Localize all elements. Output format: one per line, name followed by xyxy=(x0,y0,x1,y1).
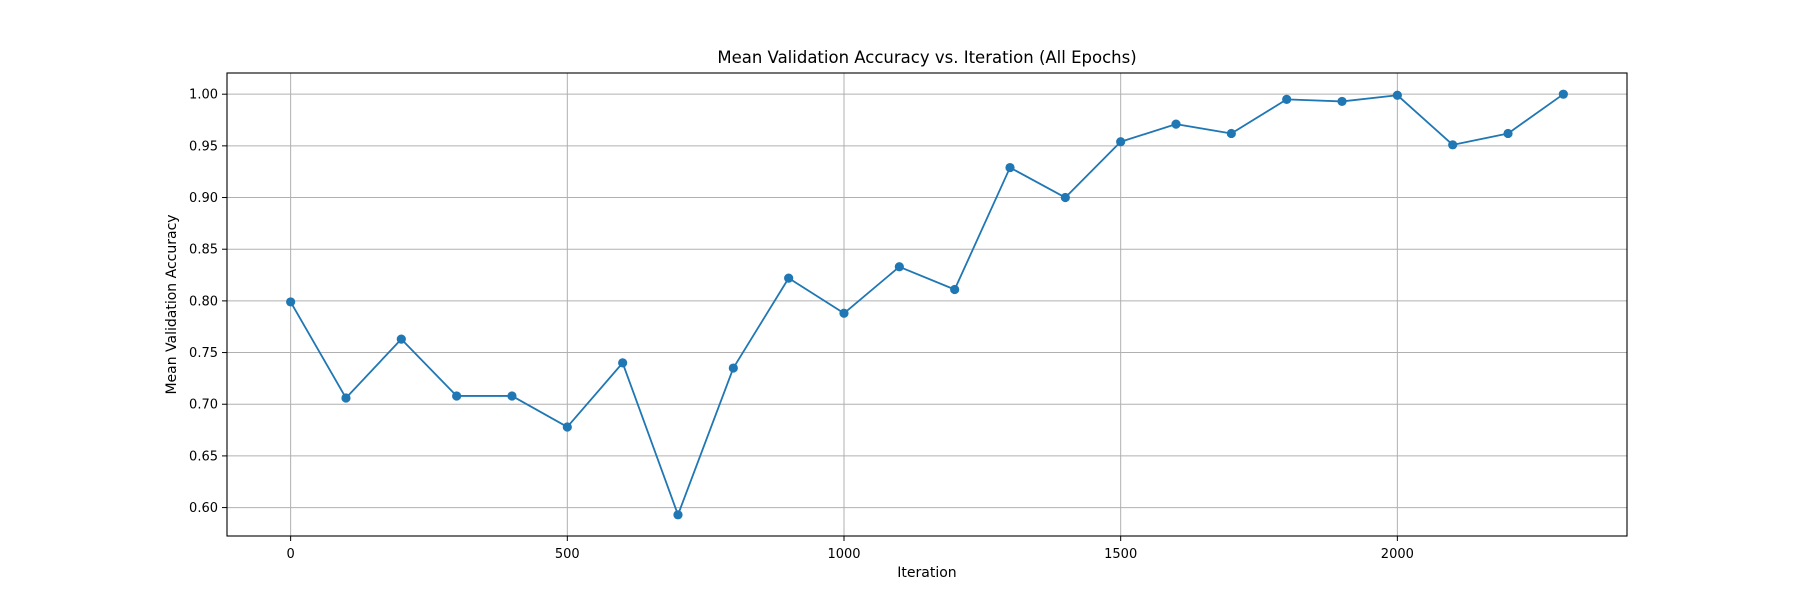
y-tick-label: 0.90 xyxy=(189,191,218,206)
data-point xyxy=(1226,128,1236,139)
data-point xyxy=(1060,192,1070,203)
y-tick-label: 0.65 xyxy=(189,449,218,464)
y-axis-title: Mean Validation Accuracy xyxy=(164,214,180,394)
data-point xyxy=(1503,128,1513,139)
data-point xyxy=(950,284,960,295)
data-point xyxy=(1005,162,1015,173)
data-point xyxy=(286,297,296,307)
x-tick-label: 1000 xyxy=(827,547,860,562)
data-point xyxy=(1282,94,1292,104)
data-point xyxy=(562,422,572,432)
data-point xyxy=(728,363,738,373)
y-tick-label: 0.80 xyxy=(189,294,218,309)
y-tick-label: 0.60 xyxy=(189,501,218,516)
grid xyxy=(227,73,1627,536)
data-point xyxy=(618,358,628,368)
series-line xyxy=(289,93,1564,516)
data-point xyxy=(1171,119,1181,129)
y-tick-label: 0.75 xyxy=(189,346,218,361)
axis-ticks: 0 500 1000 1500 2000 0.60 0.65 0.70 0.75 0.80 0.85… xyxy=(189,88,1414,562)
x-tick-label: 1500 xyxy=(1104,547,1137,562)
data-point xyxy=(341,393,351,403)
data-point xyxy=(452,391,462,401)
plot-frame xyxy=(226,72,1628,537)
data-point xyxy=(1392,90,1402,100)
y-tick-label: 0.70 xyxy=(189,398,218,413)
data-point xyxy=(507,391,517,401)
series-layer xyxy=(286,89,1568,520)
x-tick-label: 2000 xyxy=(1381,547,1414,562)
data-point xyxy=(1116,137,1126,147)
data-point xyxy=(673,510,683,520)
x-tick-label: 500 xyxy=(555,547,580,562)
y-tick-label: 0.85 xyxy=(189,243,218,258)
x-axis-title: Iteration xyxy=(897,565,956,581)
data-point xyxy=(784,273,794,283)
data-point xyxy=(894,262,904,272)
y-tick-label: 1.00 xyxy=(189,88,218,103)
data-point xyxy=(1337,96,1347,107)
data-point xyxy=(1558,89,1568,99)
x-tick-label: 0 xyxy=(286,547,294,562)
chart-title: Mean Validation Accuracy vs. Iteration (… xyxy=(717,48,1136,67)
data-point xyxy=(396,334,406,344)
y-tick-label: 0.95 xyxy=(189,139,218,154)
data-point xyxy=(839,308,849,318)
data-point xyxy=(1448,140,1458,150)
